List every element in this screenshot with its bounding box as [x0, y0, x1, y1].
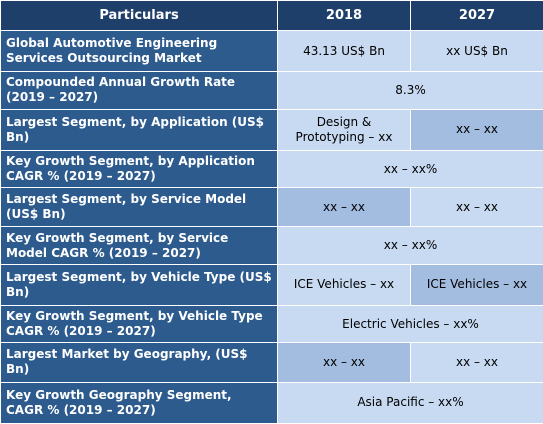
row-label: Key Growth Segment, by Application CAGR … [0, 149, 278, 189]
value-merged: xx – xx% [277, 226, 543, 265]
table-row: Largest Market by Geography, (US$ Bn) xx… [0, 342, 543, 383]
value-2027: xx – xx [410, 187, 543, 228]
value-2018: Design & Prototyping – xx [277, 108, 411, 151]
value-2018: 43.13 US$ Bn [277, 29, 411, 73]
row-label: Key Growth Segment, by Service Model CAG… [0, 226, 278, 265]
table-row: Compounded Annual Growth Rate (2019 – 20… [0, 71, 543, 110]
value-merged: Electric Vehicles – xx% [277, 305, 543, 344]
value-2018: xx – xx [277, 342, 411, 383]
table-header-row: Particulars 2018 2027 [0, 0, 543, 31]
row-label: Compounded Annual Growth Rate (2019 – 20… [0, 71, 278, 110]
header-particulars: Particulars [0, 0, 278, 31]
value-2027: ICE Vehicles – xx [410, 263, 543, 307]
table-row: Key Growth Segment, by Service Model CAG… [0, 226, 543, 265]
header-2018: 2018 [277, 0, 411, 31]
table-row: Global Automotive Engineering Services O… [0, 29, 543, 73]
row-label: Key Growth Geography Segment, CAGR % (20… [0, 381, 278, 424]
table-row: Key Growth Segment, by Vehicle Type CAGR… [0, 305, 543, 344]
table-row: Key Growth Geography Segment, CAGR % (20… [0, 381, 543, 424]
value-2018: xx – xx [277, 187, 411, 228]
row-label: Largest Market by Geography, (US$ Bn) [0, 342, 278, 383]
value-2027: xx US$ Bn [410, 29, 543, 73]
value-2027: xx – xx [410, 342, 543, 383]
row-label: Largest Segment, by Vehicle Type (US$ Bn… [0, 263, 278, 307]
value-merged: 8.3% [277, 71, 543, 110]
row-label: Largest Segment, by Application (US$ Bn) [0, 108, 278, 151]
value-merged: xx – xx% [277, 149, 543, 189]
table-row: Largest Segment, by Vehicle Type (US$ Bn… [0, 263, 543, 307]
row-label: Key Growth Segment, by Vehicle Type CAGR… [0, 305, 278, 344]
value-2018: ICE Vehicles – xx [277, 263, 411, 307]
value-merged: Asia Pacific – xx% [277, 381, 543, 424]
header-2027: 2027 [410, 0, 543, 31]
table-row: Largest Segment, by Service Model (US$ B… [0, 187, 543, 228]
row-label: Largest Segment, by Service Model (US$ B… [0, 187, 278, 228]
table-row: Largest Segment, by Application (US$ Bn)… [0, 108, 543, 151]
table-row: Key Growth Segment, by Application CAGR … [0, 149, 543, 189]
row-label: Global Automotive Engineering Services O… [0, 29, 278, 73]
value-2027: xx – xx [410, 108, 543, 151]
